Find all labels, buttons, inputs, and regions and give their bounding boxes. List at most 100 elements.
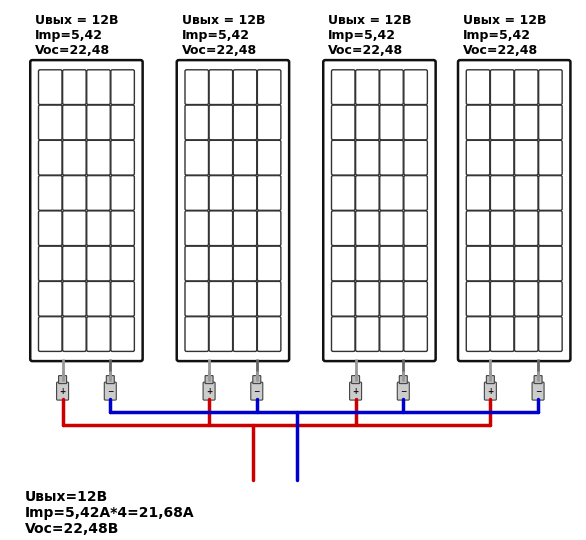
FancyBboxPatch shape (39, 140, 62, 175)
Text: Uвых = 12В
Imp=5,42
Voc=22,48: Uвых = 12В Imp=5,42 Voc=22,48 (463, 14, 547, 57)
FancyBboxPatch shape (515, 176, 538, 211)
FancyBboxPatch shape (515, 211, 538, 246)
FancyBboxPatch shape (253, 376, 261, 383)
FancyBboxPatch shape (209, 176, 233, 211)
FancyBboxPatch shape (106, 376, 114, 383)
FancyBboxPatch shape (185, 281, 209, 316)
FancyBboxPatch shape (404, 281, 427, 316)
FancyBboxPatch shape (63, 70, 86, 105)
FancyBboxPatch shape (39, 246, 62, 281)
FancyBboxPatch shape (356, 176, 379, 211)
FancyBboxPatch shape (87, 281, 110, 316)
FancyBboxPatch shape (490, 140, 514, 175)
FancyBboxPatch shape (404, 211, 427, 246)
FancyBboxPatch shape (111, 105, 134, 140)
FancyBboxPatch shape (380, 316, 403, 352)
FancyBboxPatch shape (63, 176, 86, 211)
FancyBboxPatch shape (205, 376, 213, 383)
FancyBboxPatch shape (356, 70, 379, 105)
FancyBboxPatch shape (539, 140, 562, 175)
FancyBboxPatch shape (185, 105, 209, 140)
FancyBboxPatch shape (486, 376, 495, 383)
FancyBboxPatch shape (399, 376, 407, 383)
FancyBboxPatch shape (59, 376, 67, 383)
FancyBboxPatch shape (257, 211, 281, 246)
FancyBboxPatch shape (233, 176, 257, 211)
FancyBboxPatch shape (39, 281, 62, 316)
FancyBboxPatch shape (104, 382, 116, 400)
Text: +: + (206, 387, 212, 396)
FancyBboxPatch shape (539, 105, 562, 140)
FancyBboxPatch shape (466, 140, 490, 175)
FancyBboxPatch shape (185, 176, 209, 211)
FancyBboxPatch shape (534, 376, 542, 383)
FancyBboxPatch shape (209, 211, 233, 246)
Text: Uвых = 12В
Imp=5,42
Voc=22,48: Uвых = 12В Imp=5,42 Voc=22,48 (182, 14, 265, 57)
FancyBboxPatch shape (39, 70, 62, 105)
FancyBboxPatch shape (209, 316, 233, 352)
FancyBboxPatch shape (185, 246, 209, 281)
FancyBboxPatch shape (87, 211, 110, 246)
Text: +: + (352, 387, 359, 396)
FancyBboxPatch shape (466, 70, 490, 105)
FancyBboxPatch shape (251, 382, 263, 400)
FancyBboxPatch shape (87, 176, 110, 211)
FancyBboxPatch shape (233, 140, 257, 175)
FancyBboxPatch shape (404, 176, 427, 211)
FancyBboxPatch shape (539, 246, 562, 281)
FancyBboxPatch shape (380, 211, 403, 246)
FancyBboxPatch shape (323, 60, 435, 361)
FancyBboxPatch shape (356, 316, 379, 352)
FancyBboxPatch shape (233, 246, 257, 281)
FancyBboxPatch shape (111, 316, 134, 352)
FancyBboxPatch shape (332, 211, 355, 246)
FancyBboxPatch shape (111, 281, 134, 316)
FancyBboxPatch shape (490, 105, 514, 140)
FancyBboxPatch shape (485, 382, 496, 400)
FancyBboxPatch shape (185, 211, 209, 246)
Text: −: − (535, 387, 541, 396)
FancyBboxPatch shape (466, 211, 490, 246)
FancyBboxPatch shape (380, 140, 403, 175)
FancyBboxPatch shape (177, 60, 289, 361)
FancyBboxPatch shape (380, 281, 403, 316)
Text: +: + (487, 387, 493, 396)
FancyBboxPatch shape (350, 382, 362, 400)
FancyBboxPatch shape (57, 382, 69, 400)
FancyBboxPatch shape (257, 105, 281, 140)
FancyBboxPatch shape (332, 70, 355, 105)
FancyBboxPatch shape (63, 105, 86, 140)
FancyBboxPatch shape (380, 246, 403, 281)
FancyBboxPatch shape (257, 246, 281, 281)
FancyBboxPatch shape (397, 382, 409, 400)
FancyBboxPatch shape (332, 105, 355, 140)
FancyBboxPatch shape (404, 70, 427, 105)
Text: +: + (59, 387, 66, 396)
FancyBboxPatch shape (111, 140, 134, 175)
FancyBboxPatch shape (356, 281, 379, 316)
FancyBboxPatch shape (63, 211, 86, 246)
FancyBboxPatch shape (185, 140, 209, 175)
Text: Uвых=12В
Imp=5,42А*4=21,68А
Voc=22,48В: Uвых=12В Imp=5,42А*4=21,68А Voc=22,48В (25, 490, 195, 536)
FancyBboxPatch shape (233, 316, 257, 352)
FancyBboxPatch shape (63, 316, 86, 352)
Text: Uвых = 12В
Imp=5,42
Voc=22,48: Uвых = 12В Imp=5,42 Voc=22,48 (35, 14, 119, 57)
FancyBboxPatch shape (87, 105, 110, 140)
FancyBboxPatch shape (356, 105, 379, 140)
FancyBboxPatch shape (466, 246, 490, 281)
FancyBboxPatch shape (380, 176, 403, 211)
FancyBboxPatch shape (332, 176, 355, 211)
FancyBboxPatch shape (539, 211, 562, 246)
FancyBboxPatch shape (209, 105, 233, 140)
FancyBboxPatch shape (490, 176, 514, 211)
FancyBboxPatch shape (39, 316, 62, 352)
FancyBboxPatch shape (466, 176, 490, 211)
Text: −: − (400, 387, 407, 396)
FancyBboxPatch shape (111, 70, 134, 105)
FancyBboxPatch shape (233, 211, 257, 246)
FancyBboxPatch shape (490, 211, 514, 246)
FancyBboxPatch shape (490, 246, 514, 281)
FancyBboxPatch shape (332, 140, 355, 175)
FancyBboxPatch shape (332, 316, 355, 352)
FancyBboxPatch shape (515, 70, 538, 105)
